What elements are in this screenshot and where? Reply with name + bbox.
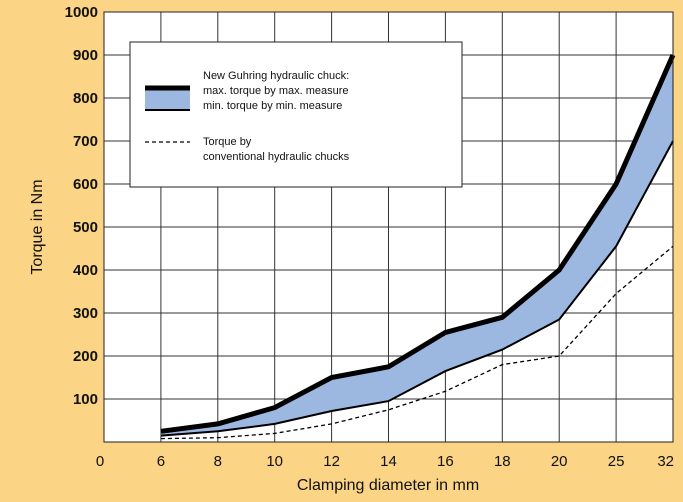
y-tick-500: 500 xyxy=(73,219,98,236)
x-tick-8: 8 xyxy=(214,453,222,470)
x-tick-0: 0 xyxy=(96,453,104,470)
x-tick-12: 12 xyxy=(323,453,340,470)
x-tick-18: 18 xyxy=(494,453,511,470)
x-tick-25: 25 xyxy=(608,453,625,470)
y-tick-300: 300 xyxy=(73,305,98,322)
y-tick-900: 900 xyxy=(73,47,98,64)
y-tick-labels: 100 200 300 400 500 600 700 800 900 1000 xyxy=(65,4,98,408)
x-tick-20: 20 xyxy=(551,453,568,470)
legend: New Guhring hydraulic chuck: max. torque… xyxy=(129,41,463,188)
x-tick-10: 10 xyxy=(266,453,283,470)
legend-entry2-line2: conventional hydraulic chucks xyxy=(203,151,350,163)
torque-band xyxy=(160,55,673,436)
y-tick-600: 600 xyxy=(73,176,98,193)
x-tick-6: 6 xyxy=(157,453,165,470)
y-tick-700: 700 xyxy=(73,133,98,150)
y-tick-100: 100 xyxy=(73,391,98,408)
legend-entry2-line1: Torque by xyxy=(203,136,252,148)
legend-box xyxy=(129,41,463,188)
y-tick-400: 400 xyxy=(73,262,98,279)
y-axis-label: Torque in Nm xyxy=(29,179,46,274)
max-torque-line xyxy=(160,53,676,434)
conventional-torque-line xyxy=(160,245,674,440)
x-tick-labels: 0 6 8 10 12 14 16 18 20 25 32 xyxy=(96,453,674,470)
legend-entry1-line1: New Guhring hydraulic chuck: xyxy=(203,70,349,82)
y-tick-800: 800 xyxy=(73,90,98,107)
legend-band-swatch xyxy=(145,88,190,110)
x-tick-16: 16 xyxy=(437,453,454,470)
legend-entry1-line2: max. torque by max. measure xyxy=(203,85,349,97)
plot-border xyxy=(103,11,674,443)
y-tick-200: 200 xyxy=(73,348,98,365)
x-tick-14: 14 xyxy=(380,453,397,470)
x-axis-label: Clamping diameter in mm xyxy=(297,477,479,494)
legend-entry1-line3: min. torque by min. measure xyxy=(203,100,342,112)
min-torque-line xyxy=(160,140,674,437)
x-tick-32: 32 xyxy=(657,453,674,470)
y-tick-1000: 1000 xyxy=(65,4,98,21)
